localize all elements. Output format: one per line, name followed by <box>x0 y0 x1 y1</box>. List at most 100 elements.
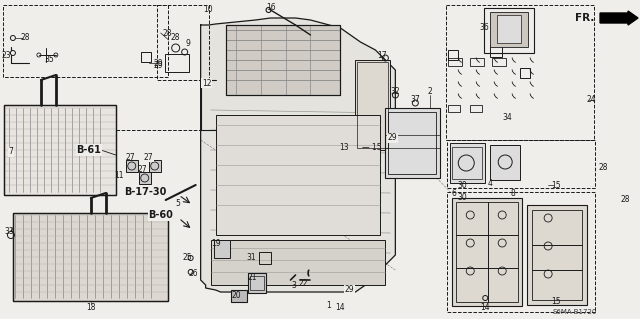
Bar <box>211 240 385 285</box>
Text: 26: 26 <box>189 269 198 278</box>
Bar <box>448 105 460 112</box>
Bar <box>226 25 340 95</box>
Bar <box>3 5 168 77</box>
Text: 29: 29 <box>388 133 397 143</box>
Text: 22: 22 <box>299 278 308 287</box>
Text: 32: 32 <box>390 87 400 97</box>
Text: 16: 16 <box>266 4 275 12</box>
Bar <box>250 276 264 290</box>
Bar <box>141 52 150 62</box>
Text: 17: 17 <box>378 50 387 60</box>
Bar <box>385 108 440 178</box>
Text: 37: 37 <box>410 95 420 105</box>
Text: — 15: — 15 <box>362 144 382 152</box>
Text: 13: 13 <box>340 144 349 152</box>
Text: 24: 24 <box>586 95 596 105</box>
Text: 15: 15 <box>551 181 561 189</box>
Text: S6MA-B1720: S6MA-B1720 <box>553 309 597 315</box>
Text: 27: 27 <box>138 166 148 174</box>
Text: 29: 29 <box>344 286 354 294</box>
Text: 9: 9 <box>185 39 190 48</box>
Text: 4: 4 <box>488 179 493 188</box>
Text: 18: 18 <box>86 303 95 313</box>
Text: 27: 27 <box>126 152 136 161</box>
Bar <box>490 45 502 57</box>
Bar <box>446 5 594 140</box>
Text: 25: 25 <box>183 253 193 262</box>
Bar <box>452 147 482 179</box>
Text: 7: 7 <box>8 147 13 157</box>
Bar <box>527 205 587 305</box>
Text: 8: 8 <box>511 189 516 197</box>
Bar <box>470 58 484 66</box>
Bar <box>447 140 595 188</box>
FancyArrow shape <box>600 11 638 25</box>
Text: 15: 15 <box>551 298 561 307</box>
Text: 5: 5 <box>175 198 180 207</box>
Text: 34: 34 <box>502 114 512 122</box>
Bar <box>532 210 582 300</box>
Circle shape <box>10 50 15 56</box>
Text: 33: 33 <box>4 227 14 236</box>
Text: 30: 30 <box>458 181 467 189</box>
Text: 12: 12 <box>202 78 211 87</box>
Bar <box>214 240 230 258</box>
Text: FR.: FR. <box>575 13 595 23</box>
Text: 28: 28 <box>171 33 180 42</box>
Text: B-60: B-60 <box>148 210 173 220</box>
Text: 20: 20 <box>232 292 241 300</box>
Bar <box>448 58 462 66</box>
Bar <box>248 273 266 293</box>
Text: 23: 23 <box>1 50 11 60</box>
Text: 1: 1 <box>326 300 331 309</box>
Text: 14: 14 <box>335 303 345 313</box>
Text: 28: 28 <box>163 28 172 38</box>
Bar <box>164 54 189 72</box>
Bar <box>13 213 168 301</box>
Bar <box>357 62 388 148</box>
Bar <box>490 12 528 47</box>
Text: B-61: B-61 <box>76 145 101 155</box>
Bar <box>259 252 271 264</box>
Text: 10: 10 <box>203 5 212 14</box>
Bar <box>520 68 530 78</box>
Bar <box>388 112 436 174</box>
Bar <box>470 105 482 112</box>
Bar <box>456 202 518 302</box>
Bar <box>148 160 161 172</box>
Text: 11: 11 <box>114 170 124 180</box>
Bar <box>157 5 209 80</box>
Text: 30: 30 <box>458 194 467 203</box>
Bar <box>497 15 521 43</box>
Text: 2: 2 <box>428 87 433 97</box>
Text: 35: 35 <box>44 56 54 64</box>
Bar <box>448 50 458 60</box>
Text: 36: 36 <box>479 24 489 33</box>
Bar <box>226 25 340 95</box>
Text: 3: 3 <box>291 281 296 291</box>
Bar <box>492 58 506 66</box>
Text: 28: 28 <box>620 196 630 204</box>
Bar <box>125 160 138 172</box>
Polygon shape <box>201 18 396 292</box>
Bar <box>451 143 485 183</box>
Bar <box>490 145 520 180</box>
Bar <box>355 60 390 150</box>
Text: 27: 27 <box>144 152 154 161</box>
Bar <box>452 198 522 306</box>
Text: 31: 31 <box>247 254 257 263</box>
Bar <box>484 8 534 53</box>
Bar <box>13 213 168 301</box>
Text: 19: 19 <box>211 239 220 248</box>
Text: B-17-30: B-17-30 <box>125 187 167 197</box>
Text: 28: 28 <box>20 33 29 42</box>
Bar <box>230 290 246 302</box>
Bar <box>216 115 380 235</box>
Text: 29: 29 <box>154 58 163 68</box>
Bar <box>139 172 150 184</box>
Text: 14: 14 <box>481 302 490 311</box>
Bar <box>447 192 595 312</box>
Text: 28: 28 <box>598 164 608 173</box>
Text: 6: 6 <box>452 189 457 197</box>
Bar <box>4 105 116 195</box>
